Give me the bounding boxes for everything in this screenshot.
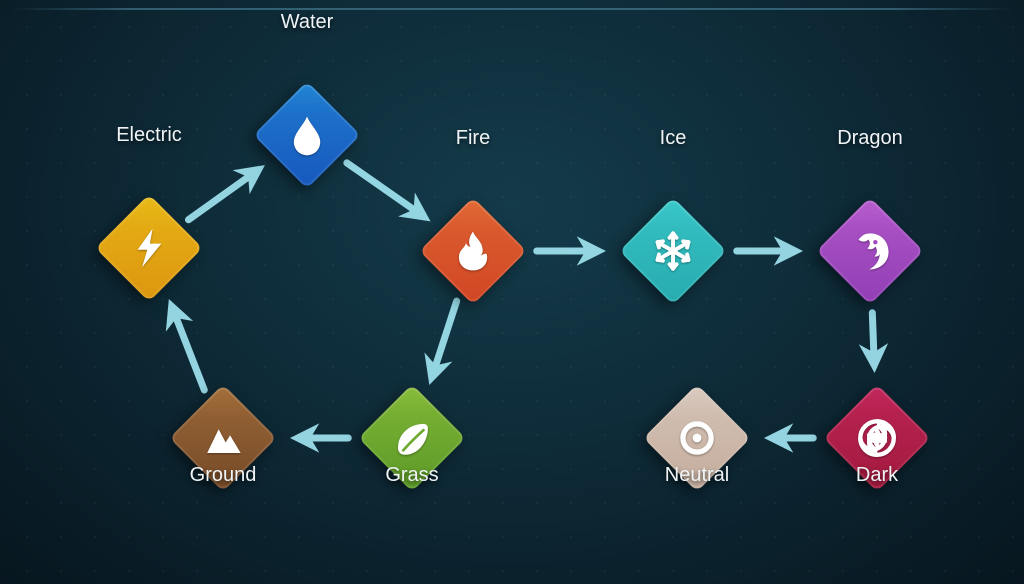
type-tile-water — [253, 81, 360, 188]
lightning-icon — [111, 210, 187, 286]
type-tile-electric — [95, 194, 202, 301]
type-tile-fire — [419, 197, 526, 304]
type-tile-neutral — [643, 384, 750, 491]
type-tile-dark — [823, 384, 930, 491]
type-label-dragon: Dragon — [837, 127, 903, 150]
snowflake-icon — [635, 213, 711, 289]
type-chart-diagram: Water Electric Fire Ice Dragon Ground Grass Neu… — [0, 0, 1024, 584]
water-drop-icon — [269, 97, 345, 173]
arrow-ground-to-electric — [172, 307, 204, 390]
type-label-electric: Electric — [116, 124, 182, 147]
arrow-electric-to-water — [188, 170, 257, 220]
mountain-icon — [185, 400, 261, 476]
arrow-water-to-fire — [347, 163, 424, 216]
type-tile-ice — [619, 197, 726, 304]
type-node-water: Water — [269, 97, 345, 173]
dragon-icon — [832, 213, 908, 289]
type-node-ice: Ice — [635, 213, 711, 289]
arrow-dragon-to-dark — [872, 313, 874, 364]
type-label-grass: Grass — [385, 464, 438, 487]
type-node-dark: Dark — [839, 400, 915, 476]
type-tile-dragon — [816, 197, 923, 304]
type-label-fire: Fire — [456, 127, 490, 150]
type-label-neutral: Neutral — [665, 464, 729, 487]
type-label-ground: Ground — [190, 464, 257, 487]
type-node-electric: Electric — [111, 210, 187, 286]
type-tile-ground — [169, 384, 276, 491]
type-tile-grass — [358, 384, 465, 491]
arrows-layer — [0, 0, 1024, 584]
type-label-ice: Ice — [660, 127, 687, 150]
swirl-icon — [839, 400, 915, 476]
arrow-fire-to-grass — [432, 301, 457, 377]
target-icon — [659, 400, 735, 476]
type-node-neutral: Neutral — [659, 400, 735, 476]
type-node-dragon: Dragon — [832, 213, 908, 289]
leaf-icon — [374, 400, 450, 476]
type-label-dark: Dark — [856, 464, 898, 487]
type-node-fire: Fire — [435, 213, 511, 289]
type-node-ground: Ground — [185, 400, 261, 476]
type-node-grass: Grass — [374, 400, 450, 476]
flame-icon — [435, 213, 511, 289]
type-label-water: Water — [281, 11, 334, 34]
